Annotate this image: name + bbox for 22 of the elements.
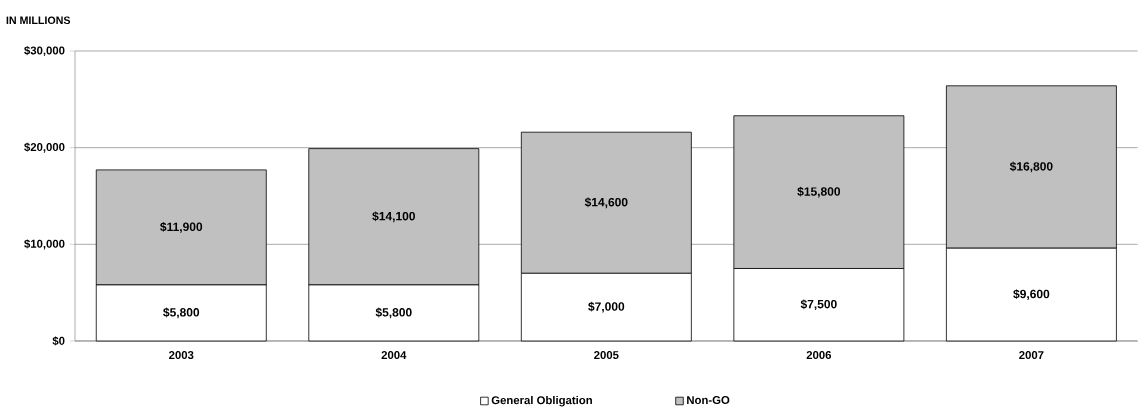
data-label: $7,500 xyxy=(800,299,837,311)
x-tick-label: 2007 xyxy=(1019,351,1044,360)
data-label: $5,800 xyxy=(163,307,200,319)
y-tick-label: $30,000 xyxy=(24,45,65,57)
x-tick-label: 2005 xyxy=(594,351,619,360)
data-label: $7,000 xyxy=(588,301,625,313)
data-label: $9,600 xyxy=(1013,289,1050,300)
data-label: $14,100 xyxy=(372,211,415,223)
x-tick-label: 2003 xyxy=(169,351,194,360)
y-tick-label: $20,000 xyxy=(24,142,65,153)
data-label: $15,800 xyxy=(797,186,841,198)
data-label: $14,600 xyxy=(584,197,628,209)
y-tick-label: $0 xyxy=(52,336,65,346)
legend-label: Non-GO xyxy=(687,396,730,405)
data-label: $16,800 xyxy=(1009,161,1053,173)
x-tick-label: 2006 xyxy=(806,351,832,360)
data-label: $11,900 xyxy=(160,222,203,233)
y-tick-label: $10,000 xyxy=(24,239,65,250)
legend-label: General Obligation xyxy=(491,395,592,407)
y-axis-title: IN MILLIONS xyxy=(6,16,71,25)
data-label: $5,800 xyxy=(375,307,412,319)
x-tick-label: 2004 xyxy=(381,351,407,360)
